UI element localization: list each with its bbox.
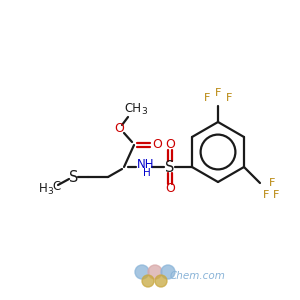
Text: O: O bbox=[152, 139, 162, 152]
Circle shape bbox=[155, 275, 167, 287]
Text: O: O bbox=[165, 139, 175, 152]
Text: F: F bbox=[215, 88, 221, 98]
Text: F: F bbox=[204, 93, 210, 103]
Circle shape bbox=[135, 265, 149, 279]
Text: F: F bbox=[273, 190, 279, 200]
Text: Chem.com: Chem.com bbox=[169, 271, 225, 281]
Text: F: F bbox=[269, 178, 275, 188]
Circle shape bbox=[148, 265, 162, 279]
Text: S: S bbox=[165, 160, 175, 175]
Text: H: H bbox=[143, 168, 151, 178]
Text: 3: 3 bbox=[47, 188, 53, 196]
Text: O: O bbox=[114, 122, 124, 134]
Text: NH: NH bbox=[137, 158, 155, 172]
Text: CH: CH bbox=[124, 103, 142, 116]
Text: 3: 3 bbox=[141, 107, 147, 116]
Text: F: F bbox=[226, 93, 232, 103]
Text: F: F bbox=[263, 190, 269, 200]
Text: H: H bbox=[39, 182, 47, 196]
Text: O: O bbox=[165, 182, 175, 196]
Text: S: S bbox=[69, 169, 79, 184]
Circle shape bbox=[142, 275, 154, 287]
Text: C: C bbox=[52, 181, 60, 194]
Circle shape bbox=[161, 265, 175, 279]
